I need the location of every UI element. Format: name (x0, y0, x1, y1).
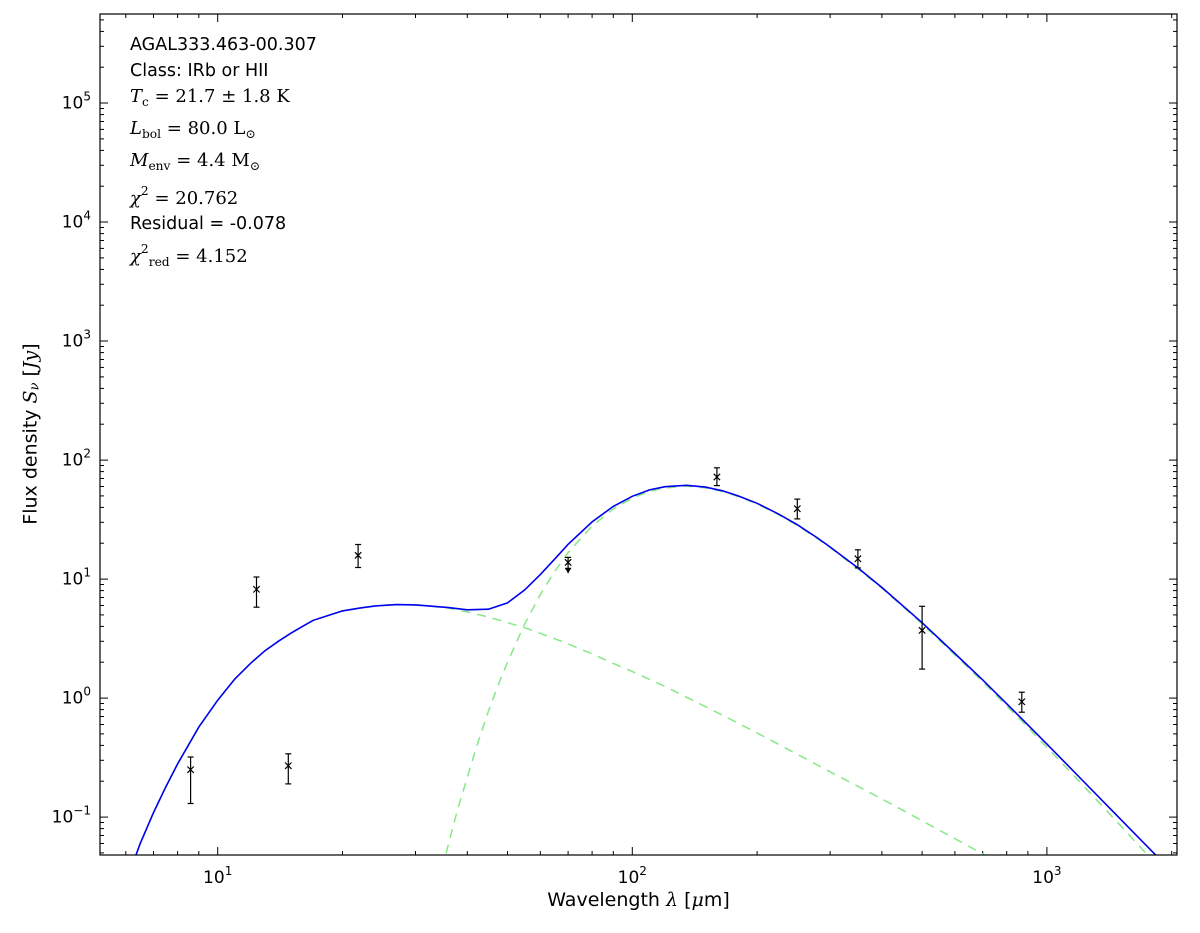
text-segment: = 80.0 L (161, 117, 246, 139)
text-segment: = 20.762 (148, 188, 239, 210)
text-segment: = 4.152 (169, 246, 248, 268)
annotation-box: AGAL333.463-00.307 Class: IRb or HII Tc = … (130, 33, 317, 276)
annotation-line: Tc = 21.7 ± 1.8 K (130, 84, 317, 116)
text-segment: Class: IRb or HII (130, 60, 269, 81)
data-point (564, 556, 572, 574)
text-segment: χ (130, 188, 141, 210)
annotation-line: Residual = -0.078 (130, 212, 317, 238)
text-segment: L (130, 117, 142, 139)
data-point (713, 467, 721, 487)
annotation-line: Lbol = 80.0 L⊙ (130, 116, 317, 148)
x-tick-label: 102 (618, 864, 647, 888)
text-segment: ⊙ (249, 158, 261, 173)
text-segment: χ (130, 246, 141, 268)
annotation-line: χ2 = 20.762 (130, 179, 317, 212)
text-segment: c (142, 95, 149, 110)
text-segment: ν (27, 382, 43, 391)
y-tick-label: 10−1 (52, 804, 91, 828)
text-segment: red (148, 255, 170, 270)
text-segment: Residual = -0.078 (130, 213, 287, 234)
y-tick-label: 102 (62, 447, 91, 471)
model-curves (135, 484, 1157, 855)
text-segment: m] (703, 889, 730, 911)
x-axis-label: Wavelength λ [μm] (100, 889, 1177, 911)
y-tick-label: 104 (62, 209, 91, 233)
text-segment: Jy (19, 350, 42, 370)
data-point (1018, 691, 1026, 713)
plot-background (100, 14, 1177, 855)
y-tick-label: 103 (62, 328, 91, 352)
text-segment: ⊙ (245, 126, 256, 141)
text-segment: 2 (140, 242, 149, 257)
annotation-line: Menv = 4.4 M⊙ (130, 148, 317, 180)
text-segment: ] (19, 343, 42, 351)
total-model-curve (135, 484, 1157, 855)
data-point (918, 605, 926, 670)
text-segment: λ (665, 889, 679, 911)
annotation-line: χ2red = 4.152 (130, 237, 317, 276)
x-tick-label: 101 (203, 864, 232, 888)
text-segment: [ (19, 369, 42, 383)
text-segment: [ (678, 889, 692, 911)
data-point (284, 753, 292, 785)
text-segment: = 4.4 M (170, 149, 250, 171)
text-segment: AGAL333.463-00.307 (130, 35, 317, 55)
data-points (186, 467, 1026, 805)
x-tick-label: 103 (1032, 864, 1061, 888)
y-tick-label: 101 (62, 566, 91, 590)
data-point (854, 549, 862, 569)
y-tick-label: 105 (62, 90, 91, 114)
text-segment: bol (141, 126, 162, 141)
y-tick-label: 100 (62, 685, 91, 709)
text-segment: T (130, 86, 143, 108)
text-segment: S (19, 390, 42, 404)
text-segment: Flux density (19, 403, 42, 525)
text-segment: Wavelength (547, 889, 666, 911)
data-point (186, 756, 195, 805)
text-segment: 2 (140, 184, 149, 199)
annotation-line: Class: IRb or HII (130, 59, 317, 85)
text-segment: = 21.7 ± 1.8 K (148, 86, 290, 108)
data-point (354, 543, 362, 569)
plot-frame (99, 13, 1178, 856)
upper-limit-arrow-icon (565, 567, 572, 574)
data-point (252, 576, 261, 608)
axis-ticks (100, 14, 1177, 855)
text-segment: M (130, 149, 149, 171)
data-point (793, 498, 801, 520)
text-segment: env (148, 158, 171, 173)
annotation-line: AGAL333.463-00.307 (130, 33, 317, 59)
y-axis-label: Flux density Sν [Jy] (19, 343, 42, 524)
text-segment: μ (691, 889, 704, 911)
